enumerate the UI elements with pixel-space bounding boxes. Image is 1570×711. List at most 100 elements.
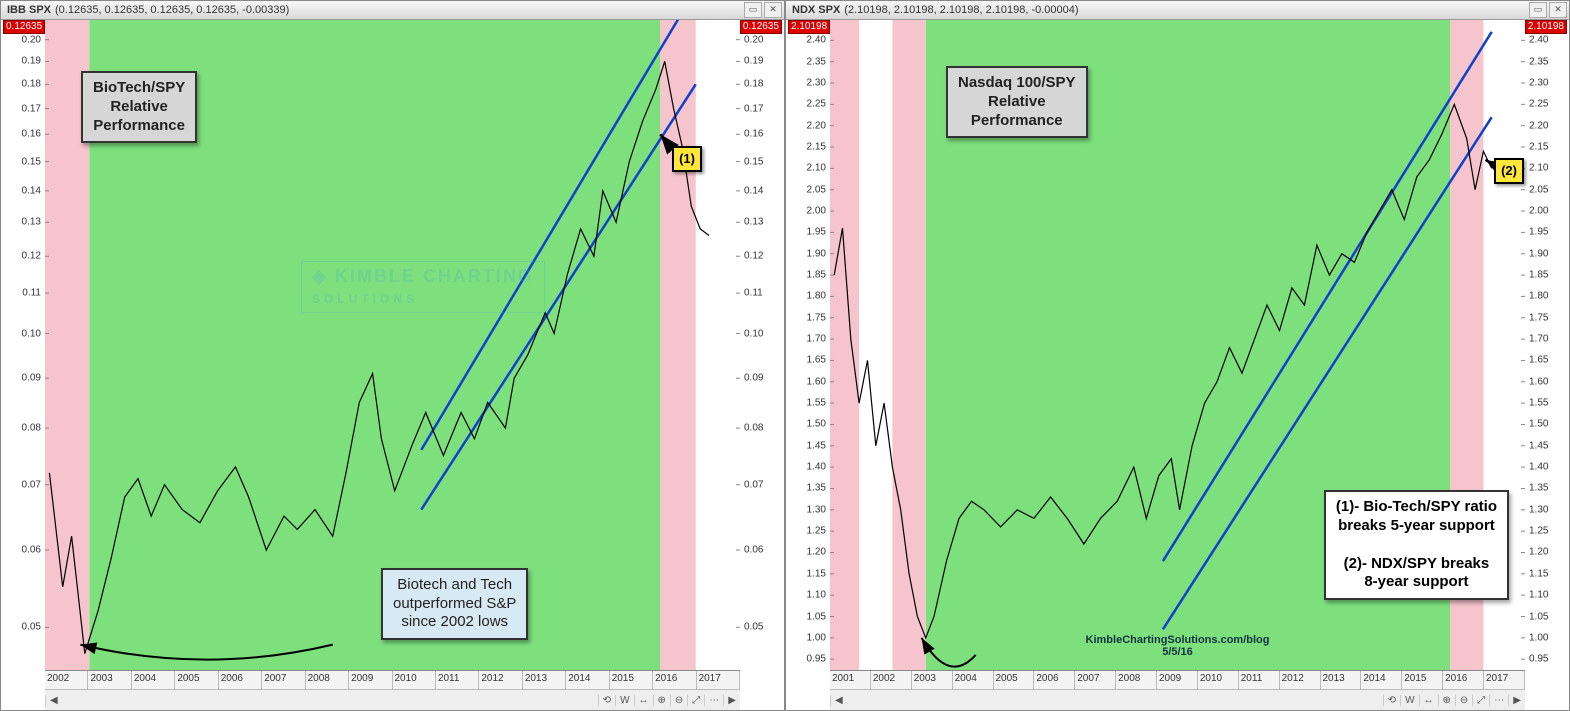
y-tick-label: 2.00 xyxy=(807,206,826,217)
quote-values: (2.10198, 2.10198, 2.10198, 2.10198, -0.… xyxy=(844,1,1078,19)
y-tick-label: 0.20 xyxy=(22,34,41,45)
y-tick-label: 1.25 xyxy=(1529,526,1548,537)
y-tick-label: 2.40 xyxy=(807,35,826,46)
toolbar-button[interactable]: ⊖ xyxy=(1455,695,1472,706)
toolbar-button[interactable]: ↔ xyxy=(1419,695,1438,706)
quote-values: (0.12635, 0.12635, 0.12635, 0.12635, -0.… xyxy=(55,1,289,19)
y-tick-label: 0.05 xyxy=(22,622,41,633)
y-tick-label: 1.90 xyxy=(1529,248,1548,259)
x-tick-label: 2011 xyxy=(1239,671,1280,689)
x-tick-label: 2007 xyxy=(262,671,305,689)
y-tick-label: 1.85 xyxy=(1529,270,1548,281)
y-tick-label: 1.55 xyxy=(807,398,826,409)
toolbar-button[interactable]: W xyxy=(615,695,633,706)
y-tick-label: 2.20 xyxy=(1529,120,1548,131)
x-tick-label: 2011 xyxy=(436,671,479,689)
y-tick-label: 1.85 xyxy=(807,270,826,281)
toolbar-button[interactable]: W xyxy=(1400,695,1418,706)
y-tick-label: 1.15 xyxy=(807,568,826,579)
toolbar-button[interactable]: ⋯ xyxy=(704,695,723,706)
x-tick-label: 2014 xyxy=(566,671,609,689)
y-tick-label: 1.15 xyxy=(1529,568,1548,579)
y-tick-label: 1.70 xyxy=(1529,334,1548,345)
y-tick-label: 1.10 xyxy=(807,590,826,601)
x-tick-label: 2004 xyxy=(953,671,994,689)
y-tick-label: 0.05 xyxy=(744,622,763,633)
toolbar-button[interactable]: ⟲ xyxy=(598,695,615,706)
window-button[interactable]: ▭ xyxy=(744,2,762,18)
window-button[interactable]: ✕ xyxy=(764,2,782,18)
chart-toolbar: ◀ ⟲W↔⊕⊖⤢⋯▶ xyxy=(45,689,740,710)
y-tick-label: 2.35 xyxy=(807,56,826,67)
x-axis: 2002200320042005200620072008200920102011… xyxy=(45,670,740,690)
x-tick-label: 2004 xyxy=(132,671,175,689)
y-tick-label: 0.07 xyxy=(744,479,763,490)
y-tick-label: 1.50 xyxy=(807,419,826,430)
x-tick-label: 2014 xyxy=(1361,671,1402,689)
toolbar-button[interactable]: ↔ xyxy=(634,695,653,706)
title-bar: NDX SPX(2.10198, 2.10198, 2.10198, 2.101… xyxy=(786,1,1569,20)
current-price-tag: 2.10198 xyxy=(788,20,830,34)
y-tick-label: 0.19 xyxy=(22,56,41,67)
toolbar-prev-icon[interactable]: ◀ xyxy=(830,695,847,706)
y-tick-label: 0.16 xyxy=(744,129,763,140)
toolbar-next-icon[interactable]: ▶ xyxy=(723,695,740,706)
y-tick-label: 2.25 xyxy=(1529,99,1548,110)
y-tick-label: 0.19 xyxy=(744,56,763,67)
y-tick-label: 1.35 xyxy=(807,483,826,494)
window-controls: ▭✕ xyxy=(1529,2,1567,18)
y-tick-label: 0.95 xyxy=(1529,654,1548,665)
y-tick-label: 2.25 xyxy=(807,99,826,110)
toolbar-button[interactable]: ⤢ xyxy=(1472,695,1489,706)
toolbar-button[interactable]: ⋯ xyxy=(1489,695,1508,706)
toolbar-button[interactable]: ⊖ xyxy=(670,695,687,706)
y-tick-label: 2.15 xyxy=(807,142,826,153)
annotation-marker: (2) xyxy=(1494,158,1524,184)
y-tick-label: 0.95 xyxy=(807,654,826,665)
y-tick-label: 0.15 xyxy=(22,156,41,167)
window-button[interactable]: ✕ xyxy=(1549,2,1567,18)
toolbar-button[interactable]: ⤢ xyxy=(687,695,704,706)
y-tick-label: 0.20 xyxy=(744,34,763,45)
y-tick-label: 1.80 xyxy=(807,291,826,302)
ticker-label: IBB SPX xyxy=(7,1,51,19)
y-tick-label: 1.90 xyxy=(807,248,826,259)
y-tick-label: 1.35 xyxy=(1529,483,1548,494)
x-tick-label: 2010 xyxy=(1198,671,1239,689)
left-panel: IBB SPX(0.12635, 0.12635, 0.12635, 0.126… xyxy=(0,0,785,711)
y-axis-right: 0.951.001.051.101.151.201.251.301.351.40… xyxy=(1525,19,1569,672)
y-tick-label: 0.11 xyxy=(22,288,41,299)
x-axis: 2001200220032004200520062007200820092010… xyxy=(830,670,1525,690)
y-tick-label: 0.06 xyxy=(744,545,763,556)
y-tick-label: 1.50 xyxy=(1529,419,1548,430)
x-tick-label: 2002 xyxy=(871,671,912,689)
y-tick-label: 1.80 xyxy=(1529,291,1548,302)
y-tick-label: 0.15 xyxy=(744,156,763,167)
chart-title-callout: BioTech/SPYRelativePerformance xyxy=(81,71,197,143)
x-tick-label: 2009 xyxy=(349,671,392,689)
y-tick-label: 1.70 xyxy=(807,334,826,345)
x-tick-label: 2015 xyxy=(1402,671,1443,689)
toolbar-button[interactable]: ⊕ xyxy=(1438,695,1455,706)
x-tick-label: 2012 xyxy=(1280,671,1321,689)
x-tick-label: 2007 xyxy=(1075,671,1116,689)
title-bar: IBB SPX(0.12635, 0.12635, 0.12635, 0.126… xyxy=(1,1,784,20)
x-tick-label: 2006 xyxy=(219,671,262,689)
current-price-tag: 2.10198 xyxy=(1525,20,1567,34)
y-tick-label: 1.75 xyxy=(807,312,826,323)
window-button[interactable]: ▭ xyxy=(1529,2,1547,18)
y-tick-label: 0.12 xyxy=(744,251,763,262)
y-tick-label: 2.10 xyxy=(1529,163,1548,174)
y-tick-label: 2.40 xyxy=(1529,35,1548,46)
y-tick-label: 0.17 xyxy=(744,103,763,114)
toolbar-button[interactable]: ⊕ xyxy=(653,695,670,706)
toolbar-prev-icon[interactable]: ◀ xyxy=(45,695,62,706)
y-tick-label: 0.16 xyxy=(22,129,41,140)
toolbar-next-icon[interactable]: ▶ xyxy=(1508,695,1525,706)
toolbar-button[interactable]: ⟲ xyxy=(1383,695,1400,706)
y-tick-label: 1.65 xyxy=(807,355,826,366)
y-tick-label: 1.30 xyxy=(1529,504,1548,515)
y-tick-label: 2.15 xyxy=(1529,142,1548,153)
annotation-callout: (1)- Bio-Tech/SPY ratiobreaks 5-year sup… xyxy=(1324,490,1509,600)
current-price-tag: 0.12635 xyxy=(740,20,782,34)
